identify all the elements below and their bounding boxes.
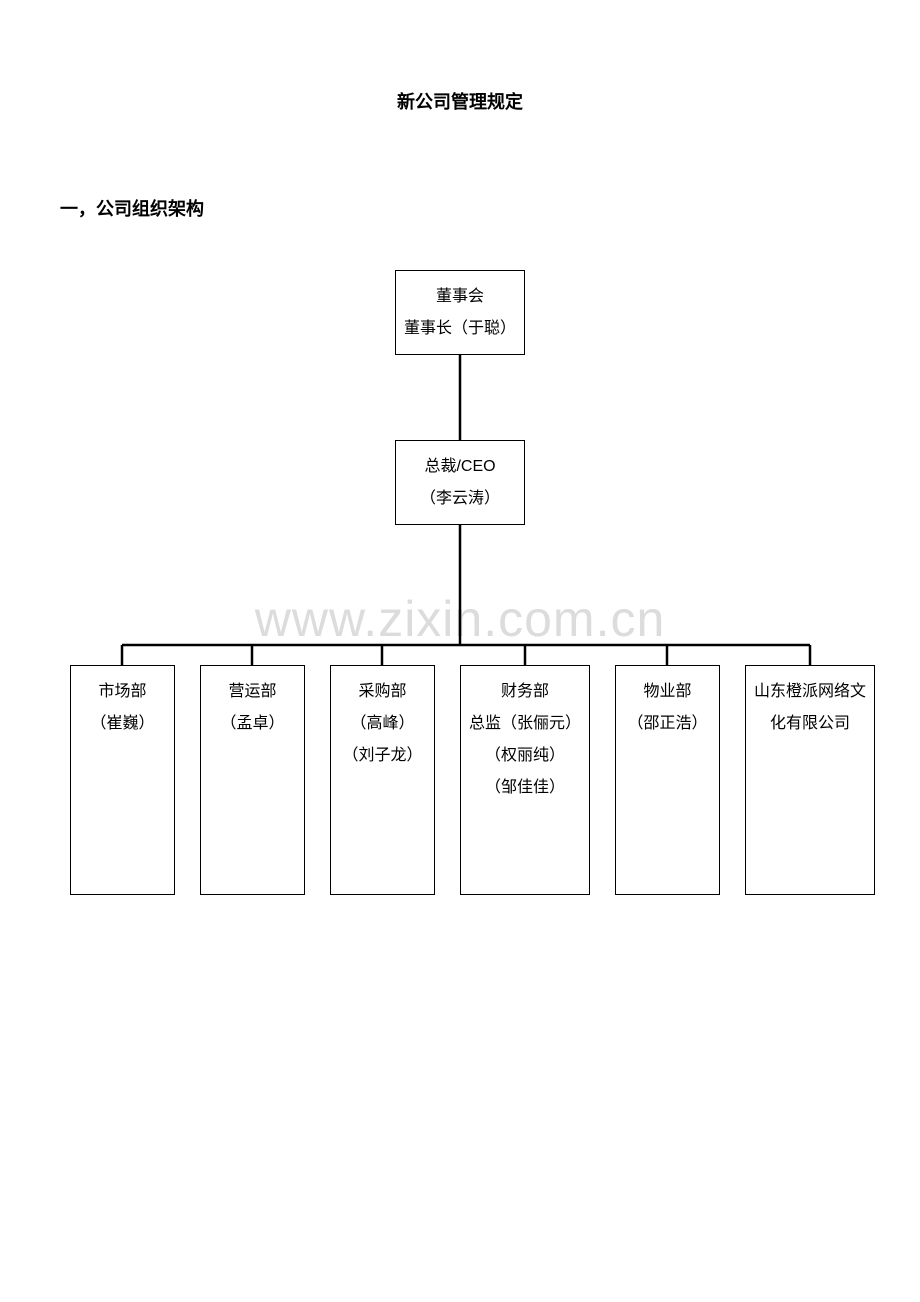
org-node-label: 山东橙派网络文 [746, 676, 874, 708]
org-node-label: 物业部 [616, 676, 719, 708]
org-node-label: （孟卓） [201, 708, 304, 740]
org-node-label: （崔巍） [71, 708, 174, 740]
org-node-label: （李云涛） [396, 483, 524, 515]
org-node-dept-procurement: 采购部 （高峰） （刘子龙） [330, 665, 435, 895]
org-node-label: 董事长（于聪） [396, 313, 524, 345]
org-node-label: （高峰） [331, 708, 434, 740]
org-node-dept-property: 物业部 （邵正浩） [615, 665, 720, 895]
org-node-label: 财务部 [461, 676, 589, 708]
org-node-label: 总裁/CEO [396, 451, 524, 483]
org-node-label: 市场部 [71, 676, 174, 708]
org-node-board: 董事会 董事长（于聪） [395, 270, 525, 355]
org-chart-connectors [0, 0, 920, 1302]
org-node-dept-subsidiary: 山东橙派网络文 化有限公司 [745, 665, 875, 895]
org-node-label: （邹佳佳） [461, 772, 589, 804]
org-node-ceo: 总裁/CEO （李云涛） [395, 440, 525, 525]
org-node-label: 总监（张俪元） [461, 708, 589, 740]
org-node-label: （邵正浩） [616, 708, 719, 740]
org-node-label: （权丽纯） [461, 740, 589, 772]
org-node-dept-operations: 营运部 （孟卓） [200, 665, 305, 895]
org-node-dept-finance: 财务部 总监（张俪元） （权丽纯） （邹佳佳） [460, 665, 590, 895]
org-node-label: 化有限公司 [746, 708, 874, 740]
org-node-label: （刘子龙） [331, 740, 434, 772]
org-node-label: 董事会 [396, 281, 524, 313]
org-node-label: 营运部 [201, 676, 304, 708]
org-node-dept-market: 市场部 （崔巍） [70, 665, 175, 895]
org-node-label: 采购部 [331, 676, 434, 708]
